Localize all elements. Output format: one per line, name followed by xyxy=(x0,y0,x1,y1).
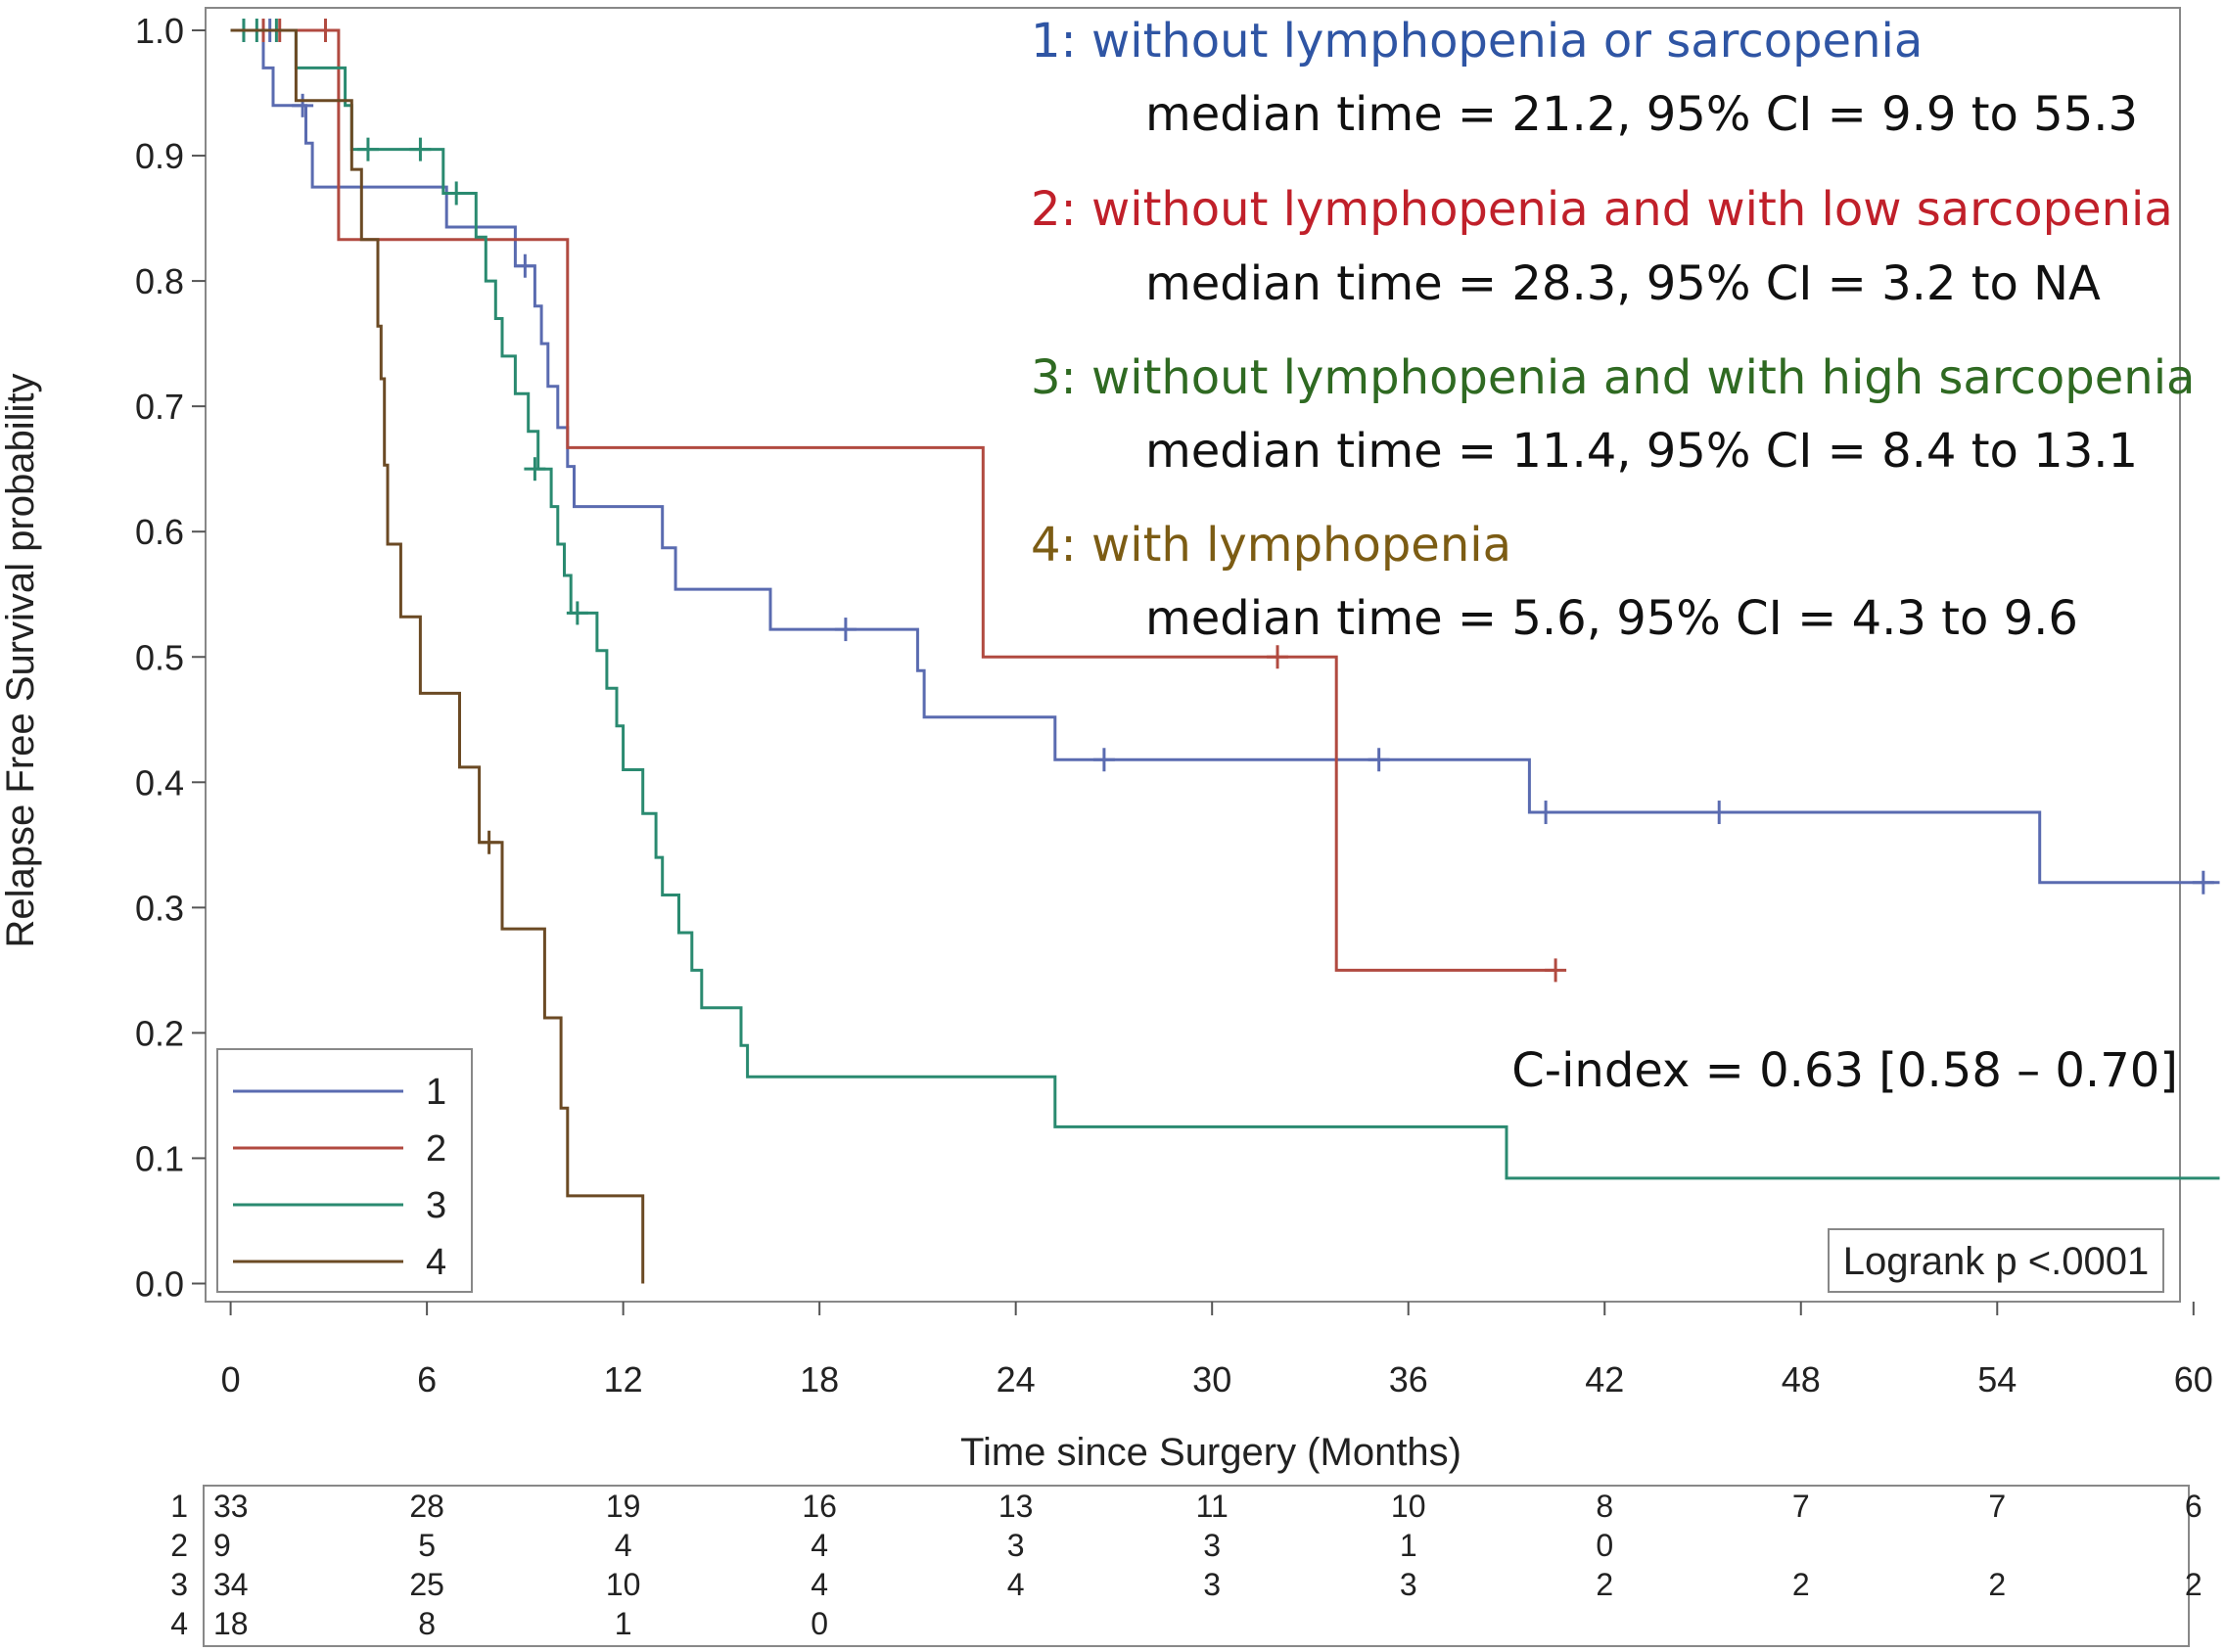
at-risk-value: 6 xyxy=(2185,1489,2203,1524)
x-tick-label-42: 42 xyxy=(1585,1359,1624,1400)
at-risk-value: 5 xyxy=(418,1528,436,1563)
y-tick-label-0.1: 0.1 xyxy=(135,1138,184,1178)
y-tick-label-0.3: 0.3 xyxy=(135,888,184,928)
at-risk-value: 25 xyxy=(409,1567,444,1602)
series-1-median-text: median time = 21.2, 95% CI = 9.9 to 55.3 xyxy=(1145,87,2138,142)
x-tick-label-12: 12 xyxy=(604,1359,643,1400)
at-risk-value: 10 xyxy=(606,1567,641,1602)
at-risk-value: 11 xyxy=(1196,1489,1229,1524)
at-risk-value: 9 xyxy=(213,1528,231,1563)
x-tick-label-6: 6 xyxy=(417,1359,437,1400)
at-risk-row-label-4: 4 xyxy=(170,1606,188,1641)
y-tick-label-0.5: 0.5 xyxy=(135,637,184,677)
legend-label-3: 3 xyxy=(426,1185,446,1226)
series-4-line xyxy=(230,28,645,1284)
at-risk-frame xyxy=(203,1485,2190,1647)
at-risk-value: 8 xyxy=(1596,1489,1613,1524)
at-risk-value: 0 xyxy=(811,1606,828,1641)
at-risk-row-label-3: 3 xyxy=(170,1567,188,1602)
y-tick-label-0.2: 0.2 xyxy=(135,1013,184,1053)
at-risk-value: 28 xyxy=(409,1489,444,1524)
at-risk-value: 7 xyxy=(1988,1489,2006,1524)
legend-label-2: 2 xyxy=(426,1128,446,1170)
y-tick-label-0.6: 0.6 xyxy=(135,512,184,552)
y-tick-label-0.4: 0.4 xyxy=(135,762,184,803)
at-risk-value: 2 xyxy=(2185,1567,2203,1602)
series-layer xyxy=(230,19,2220,1284)
series-4-median-text: median time = 5.6, 95% CI = 4.3 to 9.6 xyxy=(1145,591,2078,646)
at-risk-value: 8 xyxy=(418,1606,436,1641)
series-3-label: 3: without lymphopenia and with high sar… xyxy=(1031,350,2195,405)
x-tick-label-54: 54 xyxy=(1977,1359,2017,1400)
at-risk-value: 1 xyxy=(615,1606,632,1641)
series-3-median-text: median time = 11.4, 95% CI = 8.4 to 13.1 xyxy=(1145,424,2138,479)
x-tick-label-0: 0 xyxy=(221,1359,241,1400)
plot-frame xyxy=(205,7,2181,1303)
at-risk-row-label-2: 2 xyxy=(170,1528,188,1563)
at-risk-value: 4 xyxy=(1007,1567,1025,1602)
logrank-frame xyxy=(1828,1228,2164,1293)
axes-layer: 0 6 12 18 24 30 36 42 48 54 600.00.10.20.30.40.50.… xyxy=(135,11,2213,1400)
series-1-label: 1: without lymphopenia or sarcopenia xyxy=(1031,14,1923,69)
at-risk-value: 3 xyxy=(1007,1528,1025,1563)
y-tick-label-0.7: 0.7 xyxy=(135,387,184,427)
series-2-line xyxy=(230,28,1556,972)
series-3-line xyxy=(230,28,2220,1180)
cindex-annotation: C-index = 0.63 [0.58 – 0.70] xyxy=(1511,1043,2178,1098)
logrank-text: Logrank p <.0001 xyxy=(1843,1240,2149,1283)
y-tick-label-1.0: 1.0 xyxy=(135,11,184,51)
series-2-median-text: median time = 28.3, 95% CI = 3.2 to NA xyxy=(1145,256,2101,311)
logrank-box: Logrank p <.0001 xyxy=(1828,1228,2164,1293)
series-4-label: 4: with lymphopenia xyxy=(1031,518,1511,573)
x-tick-label-18: 18 xyxy=(800,1359,839,1400)
at-risk-value: 34 xyxy=(213,1567,249,1602)
y-tick-label-0.8: 0.8 xyxy=(135,261,184,301)
at-risk-value: 3 xyxy=(1400,1567,1417,1602)
at-risk-row-label-1: 1 xyxy=(170,1489,188,1524)
at-risk-table: 1 33 28 19 16 13 11 10 8 7 7 62 9 5 4 4 3 3 1 03 34 25 10 4 4 3 3 2… xyxy=(170,1489,2202,1641)
at-risk-value: 2 xyxy=(1792,1567,1810,1602)
at-risk-value: 13 xyxy=(998,1489,1034,1524)
at-risk-value: 4 xyxy=(615,1528,632,1563)
at-risk-value: 1 xyxy=(1400,1528,1417,1563)
legend-label-1: 1 xyxy=(426,1072,446,1113)
legend-frame xyxy=(216,1048,473,1293)
y-tick-label-0.0: 0.0 xyxy=(135,1264,184,1305)
at-risk-value: 7 xyxy=(1792,1489,1810,1524)
x-tick-label-30: 30 xyxy=(1192,1359,1231,1400)
x-tick-label-24: 24 xyxy=(997,1359,1036,1400)
y-tick-label-0.9: 0.9 xyxy=(135,136,184,176)
legend: 1 2 3 4 xyxy=(216,1048,473,1293)
at-risk-value: 19 xyxy=(606,1489,641,1524)
x-tick-label-48: 48 xyxy=(1782,1359,1821,1400)
at-risk-value: 3 xyxy=(1203,1567,1221,1602)
at-risk-value: 0 xyxy=(1596,1528,1613,1563)
y-axis-title: Relapse Free Survival probability xyxy=(0,374,42,948)
at-risk-value: 2 xyxy=(1988,1567,2006,1602)
at-risk-value: 33 xyxy=(213,1489,249,1524)
median-annotations: 1: without lymphopenia or sarcopenia med… xyxy=(1031,14,2195,1098)
legend-label-4: 4 xyxy=(426,1242,446,1283)
x-axis-title: Time since Surgery (Months) xyxy=(960,1431,1461,1474)
at-risk-value: 2 xyxy=(1596,1567,1613,1602)
at-risk-value: 4 xyxy=(811,1528,828,1563)
series-2-label: 2: without lymphopenia and with low sarc… xyxy=(1031,182,2173,237)
x-tick-label-60: 60 xyxy=(2174,1359,2213,1400)
x-tick-label-36: 36 xyxy=(1389,1359,1428,1400)
at-risk-value: 18 xyxy=(213,1606,249,1641)
at-risk-value: 4 xyxy=(811,1567,828,1602)
series-1-line xyxy=(230,28,2220,885)
at-risk-value: 16 xyxy=(802,1489,837,1524)
at-risk-value: 10 xyxy=(1391,1489,1426,1524)
at-risk-value: 3 xyxy=(1203,1528,1221,1563)
